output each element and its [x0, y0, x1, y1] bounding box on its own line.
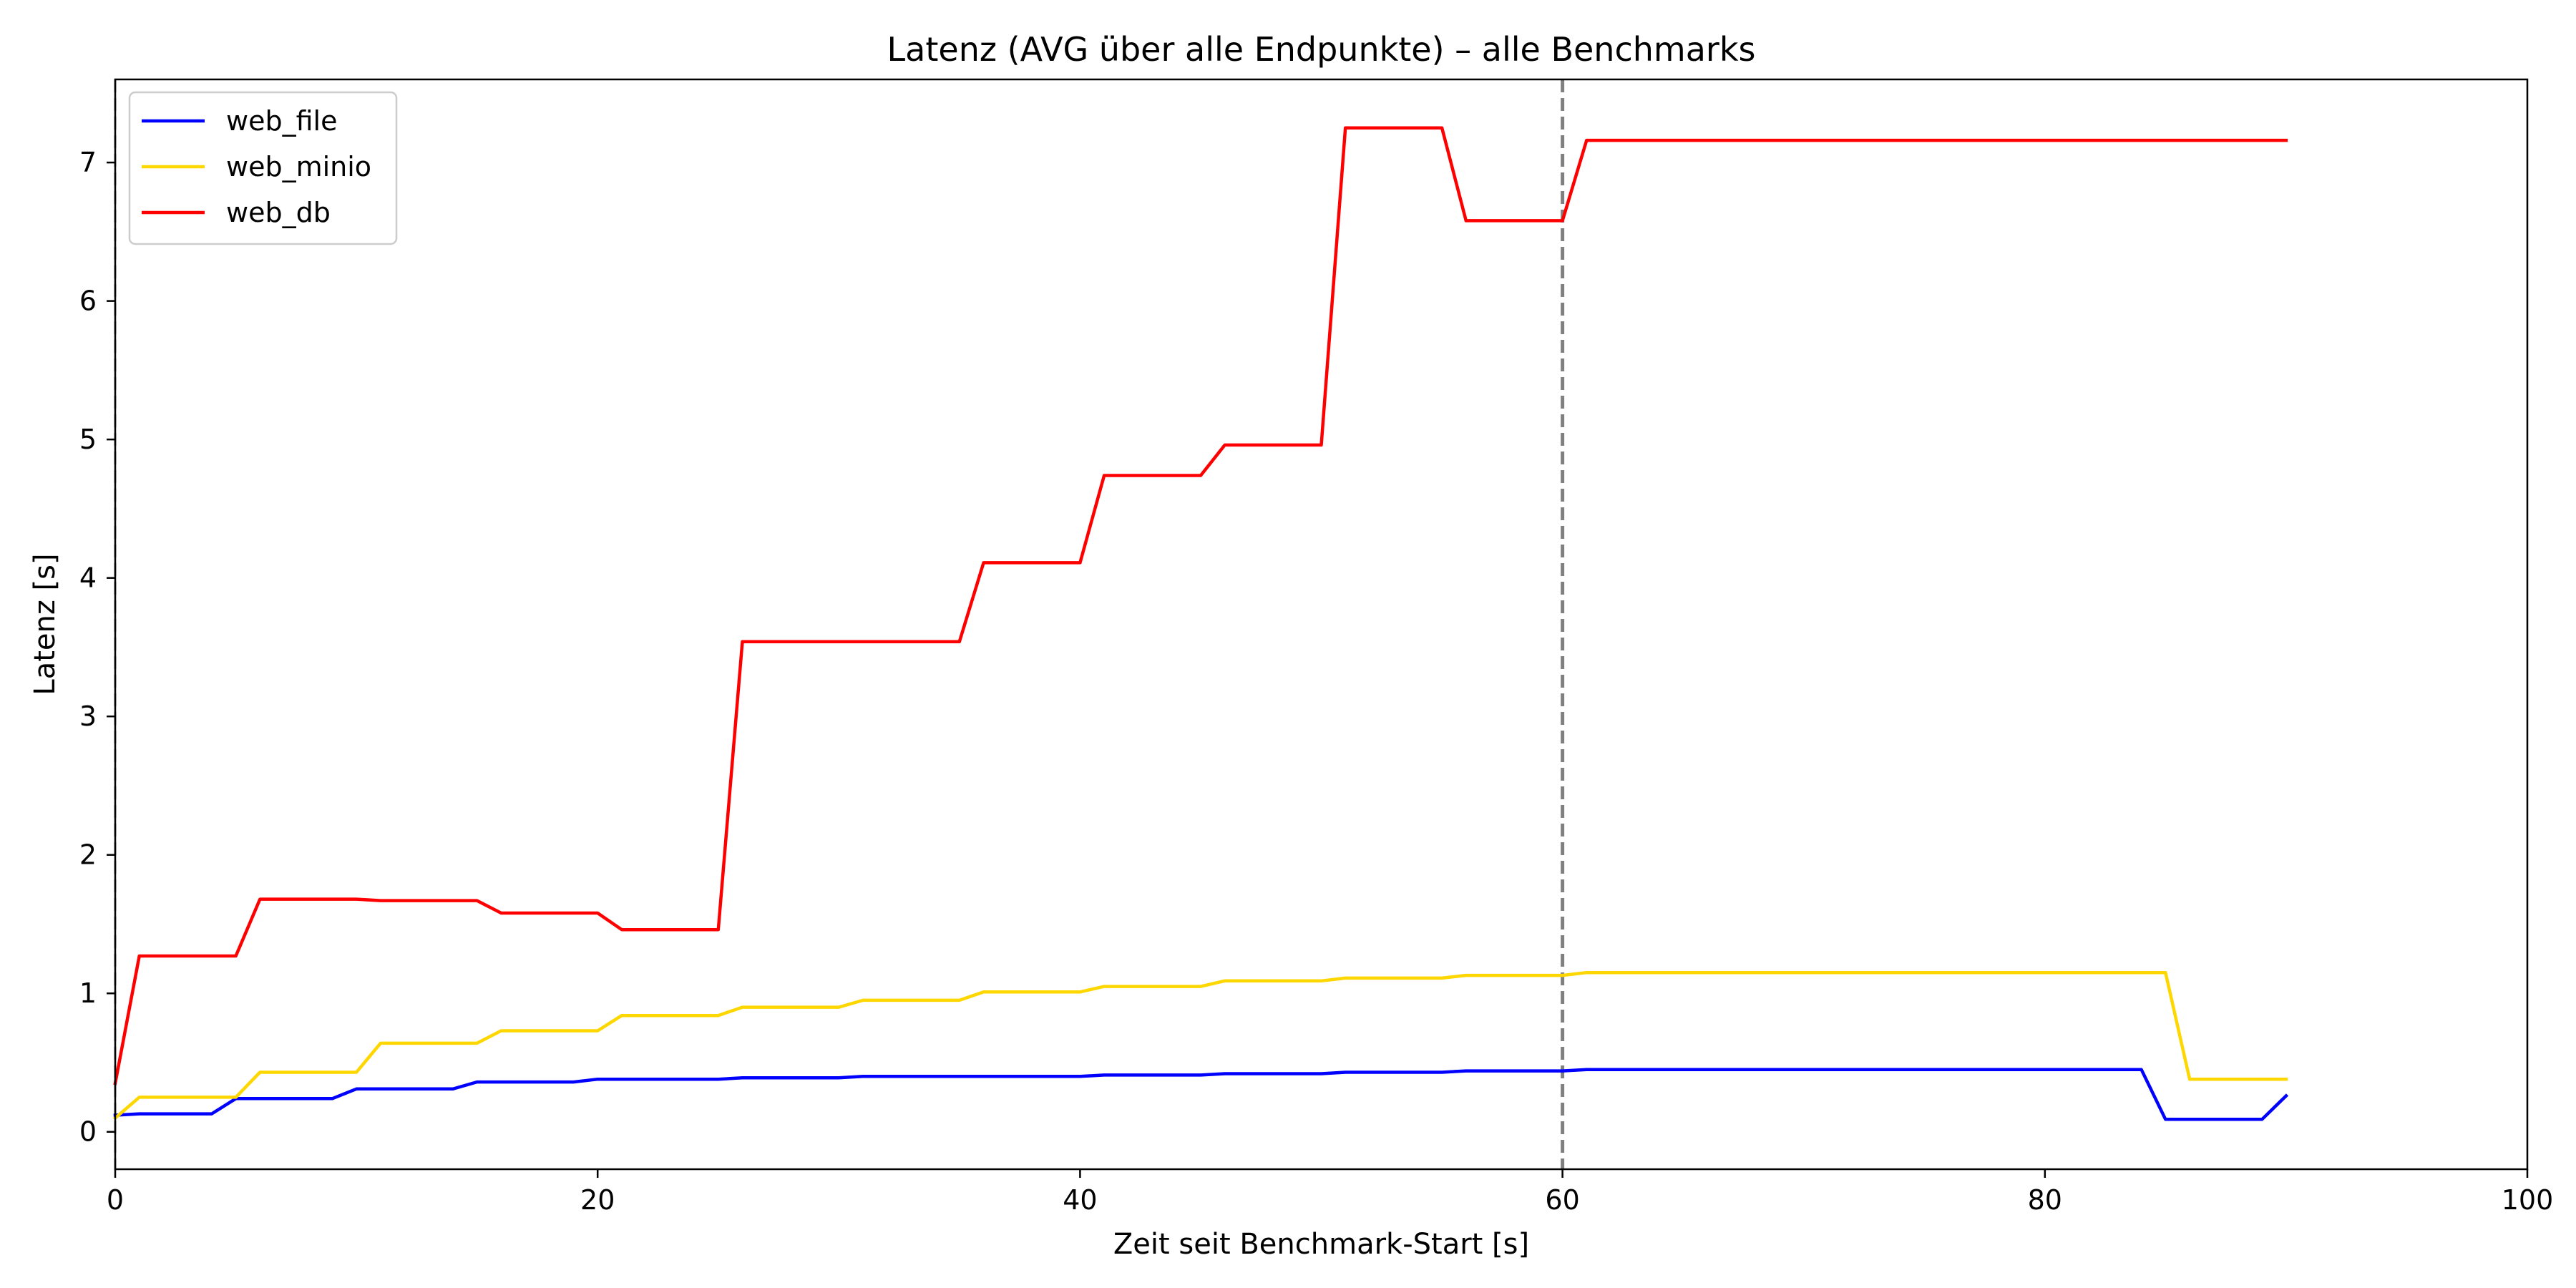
y-axis-ticks: 0 1 2 3 4 5 6 7 [79, 147, 115, 1148]
y-tick-label: 6 [79, 286, 97, 317]
x-axis-ticks: 0 20 40 60 80 100 [107, 1169, 2553, 1216]
y-tick-label: 2 [79, 839, 97, 871]
y-tick-label: 1 [79, 977, 97, 1009]
y-tick-label: 0 [79, 1116, 97, 1148]
y-tick-label: 5 [79, 424, 97, 455]
series-line-web_minio [112, 970, 2288, 1121]
legend-label-web_db: web_db [226, 197, 331, 228]
y-tick-label: 3 [79, 701, 97, 732]
x-axis-label: Zeit seit Benchmark-Start [s] [1113, 1228, 1529, 1261]
legend-box [128, 91, 398, 245]
plot-frame [114, 78, 2529, 1171]
series-line-web_db [113, 126, 2288, 1085]
x-tick-label: 100 [2502, 1184, 2554, 1216]
x-tick-label: 20 [580, 1184, 615, 1216]
x-tick-label: 40 [1063, 1184, 1097, 1216]
legend-label-web_minio: web_minio [226, 151, 371, 182]
y-tick-label: 4 [79, 562, 97, 594]
legend-label-web_file: web_file [226, 105, 337, 137]
y-tick-label: 7 [79, 147, 97, 178]
y-axis-label: Latenz [s] [29, 553, 62, 695]
x-tick-label: 60 [1545, 1184, 1579, 1216]
plot-area [112, 78, 2529, 1171]
legend: web_file web_minio web_db [128, 91, 398, 245]
x-tick-label: 0 [107, 1184, 124, 1216]
series-line-web_file [113, 1068, 2289, 1121]
x-tick-label: 80 [2028, 1184, 2062, 1216]
chart-title: Latenz (AVG über alle Endpunkte) – alle … [887, 30, 1756, 69]
